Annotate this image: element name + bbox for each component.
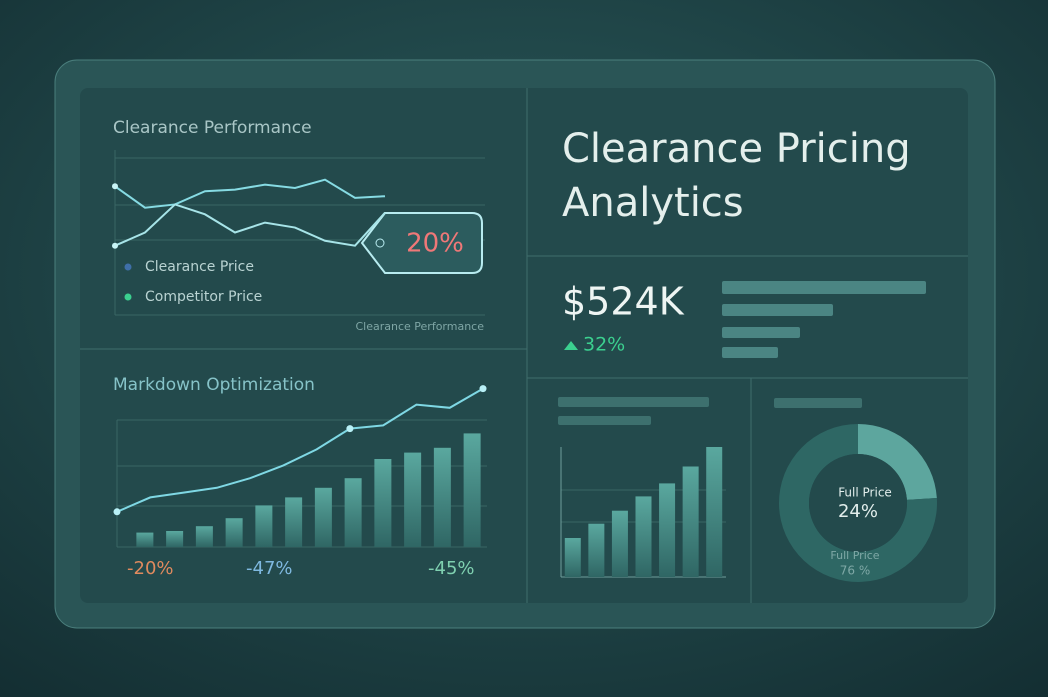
trend-line [116,387,484,513]
segment-value: 24% [838,501,878,522]
line-point [346,425,354,433]
bar [463,433,481,547]
bar [588,523,605,577]
bar [344,478,362,547]
bar [166,531,184,547]
up-arrow [564,341,578,350]
bar [564,538,581,577]
bar [374,459,392,547]
dividers [80,88,968,603]
donut-segment [779,424,938,582]
segment-value: 76 % [840,564,871,578]
tag-hole [375,238,385,248]
series-line [114,203,386,247]
legend-marker [124,263,132,271]
chart-title: Markdown Optimization [113,375,315,395]
bar [285,497,303,547]
bar [611,510,628,577]
tag-annotation: 20% [406,229,464,259]
line-point [112,183,118,190]
bar [682,466,699,577]
dashboard-title: Clearance Pricing Analytics [562,126,911,226]
series-line [114,178,386,209]
kpi-value: $524K [562,280,685,324]
screen [80,88,968,603]
segment-label: Full Price [830,549,879,562]
price-tag [360,212,483,274]
chart-footer: Clearance Performance [356,320,485,333]
annotation: -20% [127,558,174,579]
bar [433,447,451,547]
kpi-change: 32% [583,334,625,356]
bar [635,496,652,577]
annotation: -47% [246,558,293,579]
bar [225,518,243,547]
segment-label: Full Price [838,486,892,500]
bar [706,447,723,577]
placeholder-bars [558,281,926,425]
legend-label: Clearance Price [145,259,254,275]
donut-hole [809,454,907,552]
chart-title: Clearance Performance [113,118,312,138]
bar [659,483,676,577]
bar [195,526,213,547]
bar [314,487,332,547]
bar [136,532,154,547]
line-point [479,385,487,393]
legend-label: Competitor Price [145,289,262,305]
line-point [112,242,118,249]
bar [404,452,422,547]
line-point [113,508,121,516]
donut-segment [858,424,937,500]
legend-marker [124,293,132,301]
bar [255,505,273,547]
annotation: -45% [428,558,475,579]
